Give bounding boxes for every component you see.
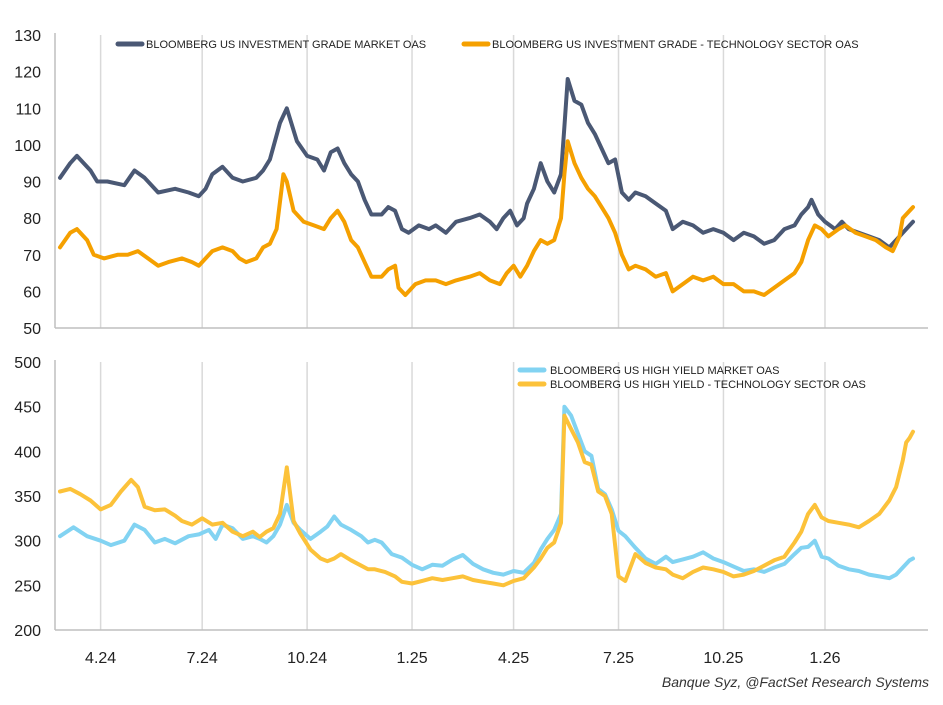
y-tick-label: 80 xyxy=(23,211,41,228)
legend-label: BLOOMBERG US INVESTMENT GRADE MARKET OAS xyxy=(146,39,426,51)
legend-label: BLOOMBERG US INVESTMENT GRADE - TECHNOLO… xyxy=(492,39,859,51)
series-line-hy-0 xyxy=(58,404,915,581)
y-tick-label: 100 xyxy=(14,138,41,155)
y-tick-label: 500 xyxy=(14,355,41,372)
source-credit: Banque Syz, @FactSet Research Systems xyxy=(661,674,929,690)
y-tick-label: 200 xyxy=(14,623,41,640)
y-tick-label: 450 xyxy=(14,400,41,417)
x-tick-label: 10.24 xyxy=(287,650,327,667)
y-tick-label: 250 xyxy=(14,578,41,595)
x-tick-label: 7.24 xyxy=(187,650,218,667)
x-tick-label: 4.25 xyxy=(498,650,529,667)
x-tick-label: 1.25 xyxy=(396,650,427,667)
series-line-ig-1 xyxy=(58,139,915,297)
y-tick-label: 300 xyxy=(14,534,41,551)
x-tick-label: 4.24 xyxy=(85,650,116,667)
legend-label: BLOOMBERG US HIGH YIELD - TECHNOLOGY SEC… xyxy=(550,379,866,391)
y-tick-label: 120 xyxy=(14,65,41,82)
y-tick-label: 70 xyxy=(23,248,41,265)
y-tick-label: 50 xyxy=(23,321,41,338)
y-tick-label: 90 xyxy=(23,175,41,192)
y-tick-label: 110 xyxy=(15,101,41,118)
series-line-hy-1 xyxy=(58,413,915,588)
y-tick-label: 350 xyxy=(14,489,41,506)
x-tick-label: 10.25 xyxy=(703,650,743,667)
x-tick-label: 1.26 xyxy=(809,650,840,667)
series-line-ig-0 xyxy=(58,77,915,250)
y-tick-label: 400 xyxy=(14,444,41,461)
y-tick-label: 130 xyxy=(14,28,41,45)
y-tick-label: 60 xyxy=(23,284,41,301)
x-tick-label: 7.25 xyxy=(603,650,634,667)
legend-label: BLOOMBERG US HIGH YIELD MARKET OAS xyxy=(550,365,779,377)
